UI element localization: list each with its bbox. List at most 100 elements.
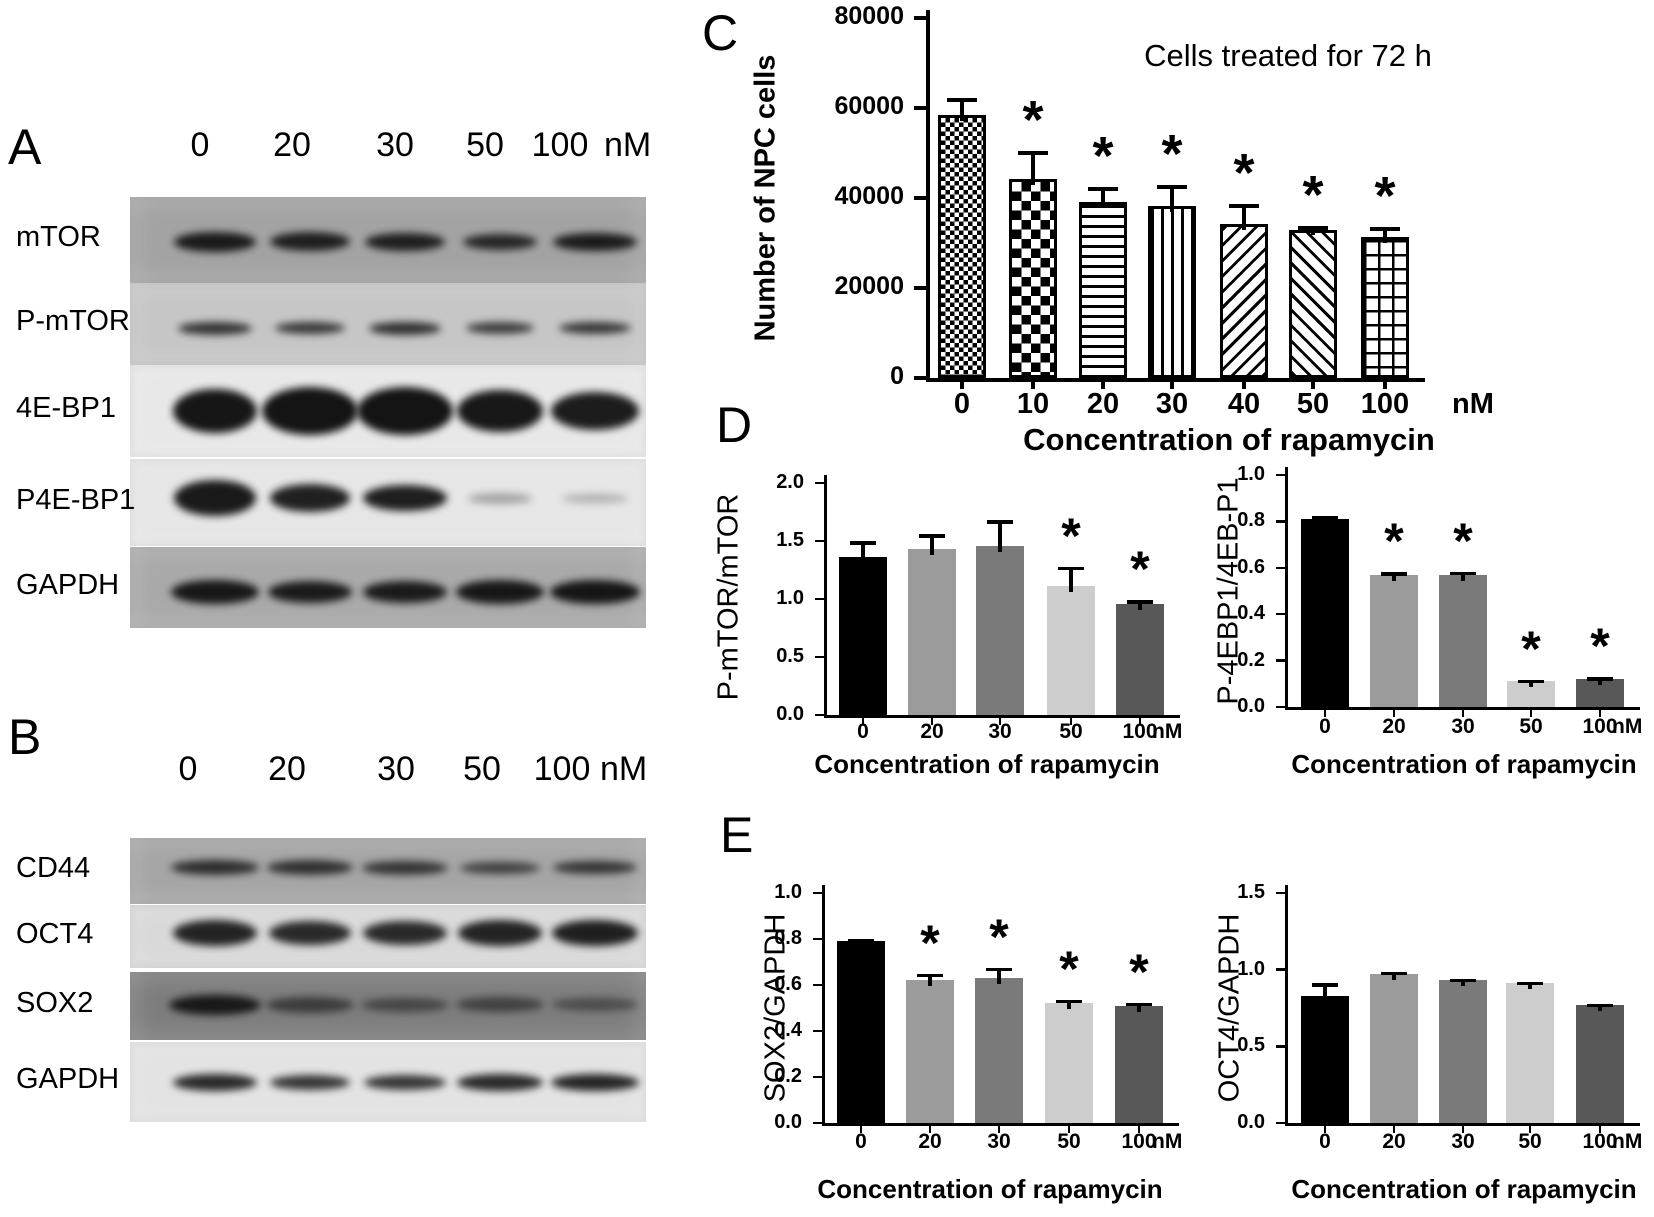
bar bbox=[1220, 223, 1268, 378]
bar bbox=[976, 545, 1024, 715]
error-bar-line bbox=[1170, 184, 1174, 212]
error-bar-cap bbox=[1450, 978, 1476, 983]
y-tick-label: 0.2 bbox=[1237, 648, 1265, 671]
bar bbox=[1148, 205, 1196, 378]
bar bbox=[837, 941, 885, 1123]
protein-band bbox=[269, 921, 351, 946]
y-tick bbox=[815, 713, 824, 717]
y-tick-label: 0.8 bbox=[1237, 509, 1265, 532]
y-tick-label: 0.8 bbox=[774, 927, 802, 949]
protein-band bbox=[552, 998, 638, 1012]
x-category-label: 30 bbox=[1451, 1130, 1475, 1153]
error-bar-cap bbox=[1381, 971, 1407, 976]
bar bbox=[1361, 237, 1409, 378]
protein-band bbox=[270, 484, 350, 513]
error-bar-cap bbox=[986, 967, 1012, 972]
error-bar-line bbox=[960, 97, 964, 121]
y-tick-label: 0 bbox=[890, 362, 904, 391]
y-tick-label: 60000 bbox=[834, 92, 904, 121]
protein-band bbox=[460, 861, 540, 874]
significance-asterisk: * bbox=[1384, 513, 1404, 570]
error-bar-line bbox=[1242, 204, 1246, 230]
bar bbox=[938, 114, 986, 378]
protein-band bbox=[551, 1073, 639, 1091]
y-axis-label: P-mTOR/mTOR bbox=[712, 493, 745, 701]
protein-band bbox=[270, 232, 350, 252]
error-bar-line bbox=[1383, 226, 1387, 244]
x-category-label: 0 bbox=[1319, 1130, 1331, 1153]
x-axis-caption: Concentration of rapamycin bbox=[1291, 1174, 1637, 1204]
x-tick bbox=[1137, 1126, 1141, 1133]
bar bbox=[1047, 586, 1095, 715]
y-tick bbox=[1276, 473, 1285, 477]
error-bar-cap bbox=[1127, 600, 1153, 604]
error-bar-cap bbox=[1370, 226, 1400, 231]
significance-asterisk: * bbox=[1022, 89, 1044, 150]
error-bar-line bbox=[1101, 187, 1105, 208]
x-axis bbox=[1285, 707, 1640, 710]
panel-b-label: B bbox=[8, 709, 42, 765]
x-tick bbox=[1031, 382, 1035, 389]
protein-band bbox=[553, 232, 637, 251]
y-tick-label: 0.4 bbox=[1237, 602, 1265, 625]
y-tick-label: 20000 bbox=[834, 272, 904, 301]
significance-asterisk: * bbox=[1233, 143, 1255, 204]
lane-header: 0 bbox=[178, 750, 198, 788]
x-axis bbox=[822, 1123, 1179, 1126]
y-tick bbox=[1276, 520, 1285, 523]
panel-d-label: D bbox=[716, 397, 753, 453]
significance-asterisk: * bbox=[1061, 507, 1081, 564]
y-tick bbox=[1276, 1045, 1285, 1048]
y-tick-label: 0.4 bbox=[774, 1019, 802, 1041]
error-bar-line bbox=[1392, 971, 1396, 981]
y-tick bbox=[914, 106, 926, 110]
blot-row-label: SOX2 bbox=[16, 987, 94, 1019]
x-category-label: 50 bbox=[1059, 720, 1083, 743]
x-tick bbox=[1323, 710, 1327, 717]
error-bar-line bbox=[861, 541, 865, 564]
x-tick bbox=[1392, 710, 1396, 717]
y-axis bbox=[824, 475, 827, 718]
bar bbox=[1439, 980, 1487, 1123]
x-category-label: 40 bbox=[1227, 388, 1261, 420]
protein-band bbox=[270, 1074, 350, 1090]
y-tick bbox=[914, 16, 926, 20]
significance-asterisk: * bbox=[1453, 512, 1473, 569]
y-tick bbox=[815, 597, 824, 601]
error-bar-line bbox=[1311, 226, 1315, 236]
x-category-label: 50 bbox=[1519, 715, 1543, 738]
x-tick bbox=[997, 1126, 1001, 1133]
panel-e-label: E bbox=[720, 807, 754, 863]
protein-band bbox=[362, 860, 448, 875]
significance-asterisk: * bbox=[1092, 126, 1114, 187]
bar bbox=[1079, 201, 1127, 378]
protein-band bbox=[458, 920, 542, 947]
error-bar-line bbox=[1138, 600, 1142, 610]
protein-band bbox=[559, 322, 631, 335]
x-tick bbox=[1069, 718, 1073, 725]
x-unit-label: nM bbox=[1612, 1130, 1643, 1153]
y-tick-label: 1.0 bbox=[774, 881, 802, 903]
error-bar-cap bbox=[1587, 677, 1613, 681]
y-tick-label: 0.0 bbox=[774, 1111, 802, 1133]
y-axis-label: P-4EBP1/4EB-P1 bbox=[1212, 477, 1245, 705]
x-tick bbox=[1170, 382, 1174, 389]
blot-row-label: mTOR bbox=[16, 221, 101, 253]
y-tick-label: 0.2 bbox=[774, 1065, 802, 1087]
protein-band bbox=[457, 1073, 543, 1091]
x-tick bbox=[861, 718, 865, 725]
protein-band bbox=[365, 232, 445, 251]
y-tick bbox=[914, 286, 926, 290]
error-bar-cap bbox=[1126, 1002, 1152, 1007]
y-axis-label: Number of NPC cells bbox=[749, 54, 782, 342]
lane-header: 0 bbox=[190, 126, 210, 164]
significance-asterisk: * bbox=[1302, 165, 1324, 226]
significance-asterisk: * bbox=[1521, 620, 1541, 677]
protein-band bbox=[468, 492, 532, 504]
protein-band bbox=[361, 997, 449, 1012]
significance-asterisk: * bbox=[920, 914, 940, 971]
x-unit-label: nM bbox=[1452, 388, 1494, 420]
x-category-label: 50 bbox=[1296, 388, 1330, 420]
lane-header: 20 bbox=[268, 750, 306, 788]
x-category-label: 100 bbox=[1582, 1130, 1618, 1153]
